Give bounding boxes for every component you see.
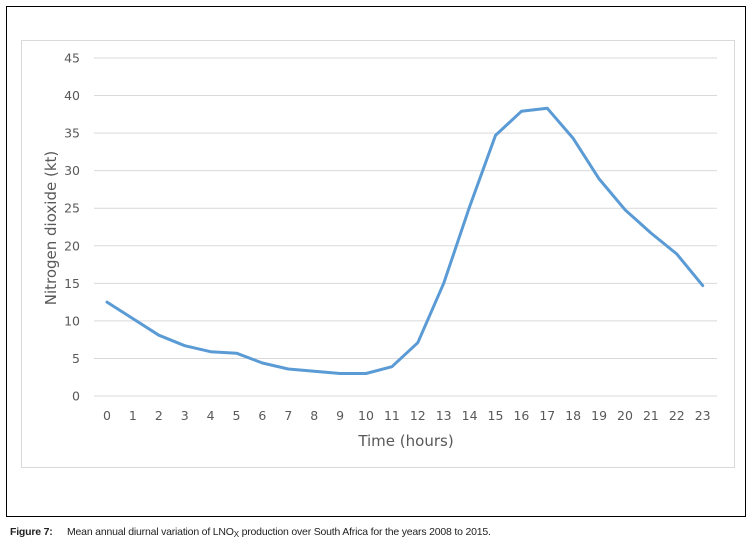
x-tick-label: 16 — [513, 408, 529, 423]
y-tick-label: 40 — [64, 88, 80, 103]
x-tick-label: 1 — [129, 408, 137, 423]
y-tick-label: 5 — [72, 351, 80, 366]
series-line — [105, 106, 705, 375]
series-layer — [105, 106, 705, 375]
y-tick-label: 0 — [72, 389, 80, 404]
x-tick-label: 3 — [181, 408, 189, 423]
x-tick-label: 23 — [695, 408, 711, 423]
x-tick-label: 22 — [669, 408, 685, 423]
x-tick-label: 19 — [591, 408, 607, 423]
x-tick-label: 7 — [284, 408, 292, 423]
x-tick-label: 18 — [565, 408, 581, 423]
x-tick-label: 9 — [336, 408, 344, 423]
figure-label: Figure 7: — [10, 526, 53, 538]
y-axis-title: Nitrogen dioxide (kt) — [42, 151, 60, 306]
caption-subscript: X — [233, 530, 239, 539]
caption-text-before: Mean annual diurnal variation of LNO — [67, 526, 234, 538]
x-axis-title: Time (hours) — [357, 432, 453, 450]
figure-frame — [6, 6, 746, 517]
x-tick-label: 5 — [233, 408, 241, 423]
x-tick-label: 12 — [410, 408, 426, 423]
x-tick-labels: 0 1 2 3 4 5 6 7 8 9 10 11 12 13 14 15 16 17 18 19 20 21 22 23 — [103, 408, 711, 423]
x-tick-label: 10 — [358, 408, 374, 423]
y-tick-label: 15 — [64, 276, 80, 291]
y-tick-labels: 0 5 10 15 20 25 30 35 40 45 — [64, 51, 80, 404]
x-tick-label: 8 — [310, 408, 318, 423]
x-tick-label: 6 — [258, 408, 266, 423]
x-tick-label: 2 — [155, 408, 163, 423]
x-tick-label: 20 — [617, 408, 633, 423]
x-tick-label: 21 — [643, 408, 659, 423]
x-tick-label: 11 — [384, 408, 400, 423]
y-tick-label: 45 — [64, 51, 80, 66]
x-tick-label: 4 — [207, 408, 215, 423]
y-tick-label: 20 — [64, 238, 80, 253]
y-tick-label: 35 — [64, 126, 80, 141]
chart-area — [21, 40, 735, 468]
x-tick-label: 13 — [436, 408, 452, 423]
x-tick-label: 17 — [539, 408, 555, 423]
y-tick-label: 30 — [64, 163, 80, 178]
x-tick-label: 0 — [103, 408, 111, 423]
y-tick-label: 25 — [64, 201, 80, 216]
x-tick-label: 14 — [462, 408, 478, 423]
caption-text-after: production over South Africa for the yea… — [238, 526, 491, 538]
y-tick-label: 10 — [64, 313, 80, 328]
x-tick-label: 15 — [488, 408, 504, 423]
gridlines — [94, 57, 717, 397]
figure-caption: Figure 7: Mean annual diurnal variation o… — [10, 526, 491, 539]
